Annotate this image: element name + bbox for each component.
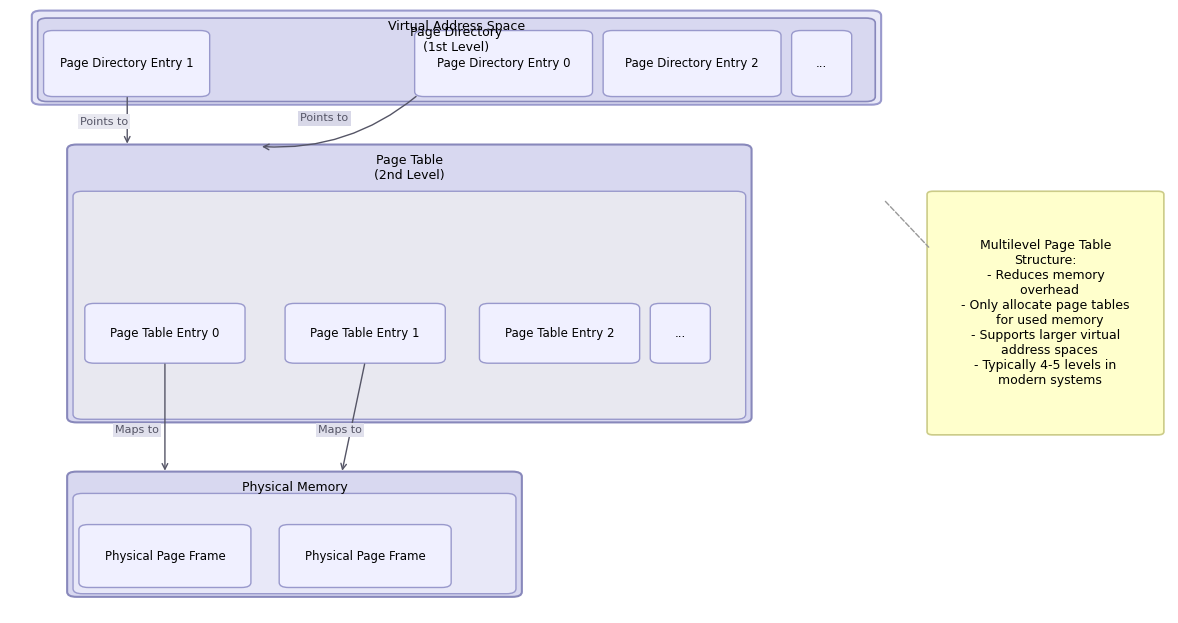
FancyBboxPatch shape <box>44 31 210 97</box>
Text: Multilevel Page Table
Structure:
- Reduces memory
  overhead
- Only allocate pag: Multilevel Page Table Structure: - Reduc… <box>961 239 1130 387</box>
FancyBboxPatch shape <box>85 303 245 363</box>
Text: Page Table Entry 0: Page Table Entry 0 <box>111 327 219 340</box>
FancyBboxPatch shape <box>415 31 593 97</box>
FancyBboxPatch shape <box>79 525 251 587</box>
Text: Page Directory Entry 0: Page Directory Entry 0 <box>437 57 570 70</box>
Text: Physical Page Frame: Physical Page Frame <box>305 549 425 563</box>
FancyBboxPatch shape <box>67 145 752 422</box>
FancyBboxPatch shape <box>73 493 516 594</box>
FancyBboxPatch shape <box>650 303 710 363</box>
FancyBboxPatch shape <box>927 191 1164 435</box>
Text: Points to: Points to <box>80 117 128 126</box>
Text: Physical Page Frame: Physical Page Frame <box>105 549 225 563</box>
FancyBboxPatch shape <box>479 303 640 363</box>
Text: Maps to: Maps to <box>115 425 159 435</box>
Text: Points to: Points to <box>300 113 349 123</box>
Text: Page Directory Entry 2: Page Directory Entry 2 <box>626 57 759 70</box>
Text: Page Table
(2nd Level): Page Table (2nd Level) <box>375 154 444 182</box>
FancyBboxPatch shape <box>603 31 781 97</box>
Text: Page Directory Entry 1: Page Directory Entry 1 <box>60 57 193 70</box>
FancyBboxPatch shape <box>279 525 451 587</box>
Text: ...: ... <box>816 57 827 70</box>
FancyBboxPatch shape <box>285 303 445 363</box>
FancyBboxPatch shape <box>73 191 746 419</box>
Text: Page Directory
(1st Level): Page Directory (1st Level) <box>410 26 503 54</box>
Text: ...: ... <box>675 327 686 340</box>
FancyBboxPatch shape <box>67 472 522 597</box>
Text: Page Table Entry 2: Page Table Entry 2 <box>505 327 614 340</box>
FancyBboxPatch shape <box>38 18 875 102</box>
Text: Maps to: Maps to <box>318 425 362 435</box>
FancyBboxPatch shape <box>32 11 881 105</box>
FancyBboxPatch shape <box>792 31 852 97</box>
Text: Physical Memory: Physical Memory <box>241 481 348 494</box>
Text: Page Table Entry 1: Page Table Entry 1 <box>311 327 419 340</box>
Text: Virtual Address Space: Virtual Address Space <box>388 20 525 33</box>
